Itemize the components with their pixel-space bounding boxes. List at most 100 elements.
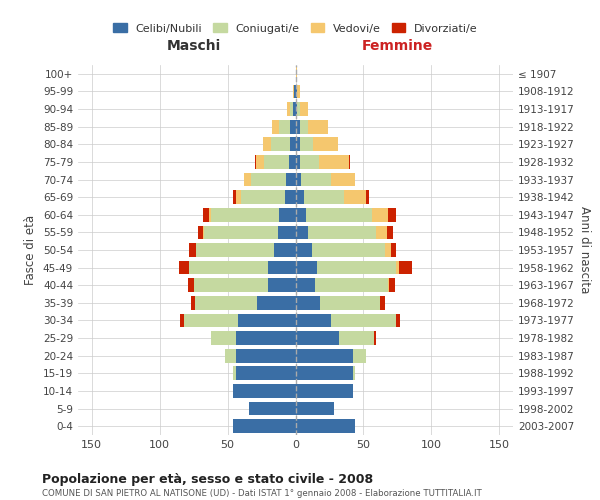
Bar xyxy=(263,138,271,151)
Bar xyxy=(205,226,278,239)
Bar xyxy=(241,190,284,204)
Text: Popolazione per età, sesso e stato civile - 2008: Popolazione per età, sesso e stato civil… xyxy=(42,472,373,486)
Bar xyxy=(255,155,256,169)
Bar xyxy=(304,190,344,204)
Bar xyxy=(188,278,194,292)
Bar xyxy=(399,260,412,274)
Bar xyxy=(331,172,355,186)
Bar xyxy=(236,331,296,345)
Y-axis label: Fasce di età: Fasce di età xyxy=(25,215,37,285)
Bar xyxy=(195,296,257,310)
Bar xyxy=(296,314,331,328)
Bar xyxy=(296,67,297,80)
Bar xyxy=(320,296,380,310)
Bar xyxy=(290,120,296,134)
Bar xyxy=(257,296,296,310)
Bar xyxy=(296,278,314,292)
Bar xyxy=(233,366,236,380)
Bar xyxy=(203,208,209,222)
Bar xyxy=(203,226,205,239)
Bar xyxy=(264,155,289,169)
Bar xyxy=(179,260,190,274)
Bar xyxy=(314,278,388,292)
Bar xyxy=(180,314,184,328)
Bar xyxy=(272,120,279,134)
Bar xyxy=(319,155,349,169)
Bar xyxy=(289,155,296,169)
Bar xyxy=(296,349,353,362)
Bar xyxy=(299,120,308,134)
Bar xyxy=(249,402,296,415)
Bar xyxy=(225,349,236,362)
Bar xyxy=(317,260,396,274)
Bar xyxy=(308,120,328,134)
Bar xyxy=(197,226,203,239)
Bar xyxy=(184,314,238,328)
Bar xyxy=(251,172,286,186)
Bar xyxy=(301,172,331,186)
Bar xyxy=(190,260,268,274)
Bar xyxy=(209,208,211,222)
Bar xyxy=(297,84,299,98)
Bar xyxy=(396,314,400,328)
Bar xyxy=(389,278,395,292)
Bar xyxy=(299,138,313,151)
Bar xyxy=(312,243,385,257)
Bar xyxy=(296,384,353,398)
Bar xyxy=(236,190,241,204)
Bar xyxy=(308,226,376,239)
Text: COMUNE DI SAN PIETRO AL NATISONE (UD) - Dati ISTAT 1° gennaio 2008 - Elaborazion: COMUNE DI SAN PIETRO AL NATISONE (UD) - … xyxy=(42,489,482,498)
Bar xyxy=(244,172,251,186)
Bar xyxy=(256,155,264,169)
Bar xyxy=(296,155,299,169)
Bar xyxy=(296,190,304,204)
Bar xyxy=(296,366,353,380)
Bar xyxy=(278,226,296,239)
Bar xyxy=(296,138,299,151)
Bar xyxy=(211,208,279,222)
Bar xyxy=(191,296,195,310)
Y-axis label: Anni di nascita: Anni di nascita xyxy=(578,206,591,294)
Bar xyxy=(339,331,374,345)
Bar xyxy=(371,208,388,222)
Bar xyxy=(238,314,296,328)
Legend: Celibi/Nubili, Coniugati/e, Vedovi/e, Divorziati/e: Celibi/Nubili, Coniugati/e, Vedovi/e, Di… xyxy=(109,19,482,38)
Bar xyxy=(297,102,299,116)
Bar xyxy=(279,208,296,222)
Bar xyxy=(296,402,334,415)
Bar xyxy=(376,226,386,239)
Bar xyxy=(296,296,320,310)
Bar xyxy=(299,102,308,116)
Bar xyxy=(296,331,339,345)
Bar xyxy=(211,331,236,345)
Bar xyxy=(385,243,391,257)
Bar xyxy=(233,420,296,433)
Bar xyxy=(374,331,376,345)
Bar xyxy=(296,120,299,134)
Bar xyxy=(296,102,297,116)
Bar xyxy=(290,102,293,116)
Bar xyxy=(196,243,274,257)
Text: Maschi: Maschi xyxy=(166,38,221,52)
Bar xyxy=(388,208,396,222)
Bar xyxy=(344,190,366,204)
Bar xyxy=(236,349,296,362)
Bar xyxy=(296,84,297,98)
Bar xyxy=(293,84,294,98)
Bar xyxy=(268,260,296,274)
Bar xyxy=(299,155,319,169)
Bar xyxy=(190,243,196,257)
Bar xyxy=(296,243,312,257)
Bar xyxy=(296,226,308,239)
Bar xyxy=(279,120,290,134)
Bar xyxy=(388,278,389,292)
Bar xyxy=(380,296,385,310)
Bar xyxy=(294,84,296,98)
Bar xyxy=(313,138,338,151)
Bar xyxy=(349,155,350,169)
Bar xyxy=(287,102,290,116)
Bar xyxy=(386,226,394,239)
Bar xyxy=(366,190,369,204)
Bar xyxy=(268,278,296,292)
Bar xyxy=(391,243,396,257)
